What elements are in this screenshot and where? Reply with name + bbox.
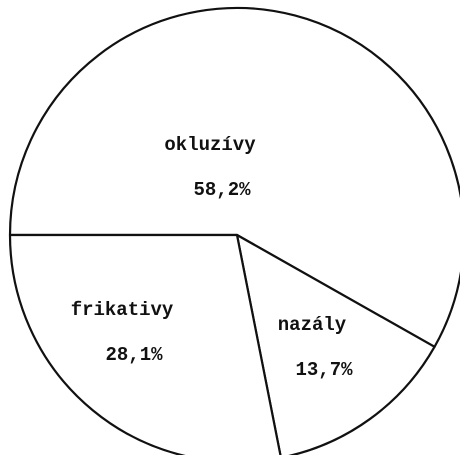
slice-value-label: 58,2% [193,179,251,201]
pie-slice [8,233,282,455]
slice-value-label: 28,1% [105,344,163,366]
pie-slice [8,6,460,348]
pie-slice [235,233,436,455]
slice-label: okluzívy [164,134,256,156]
slice-value-label: 13,7% [295,359,353,381]
slice-label: nazály [278,314,347,336]
slice-label: frikativy [71,299,174,321]
